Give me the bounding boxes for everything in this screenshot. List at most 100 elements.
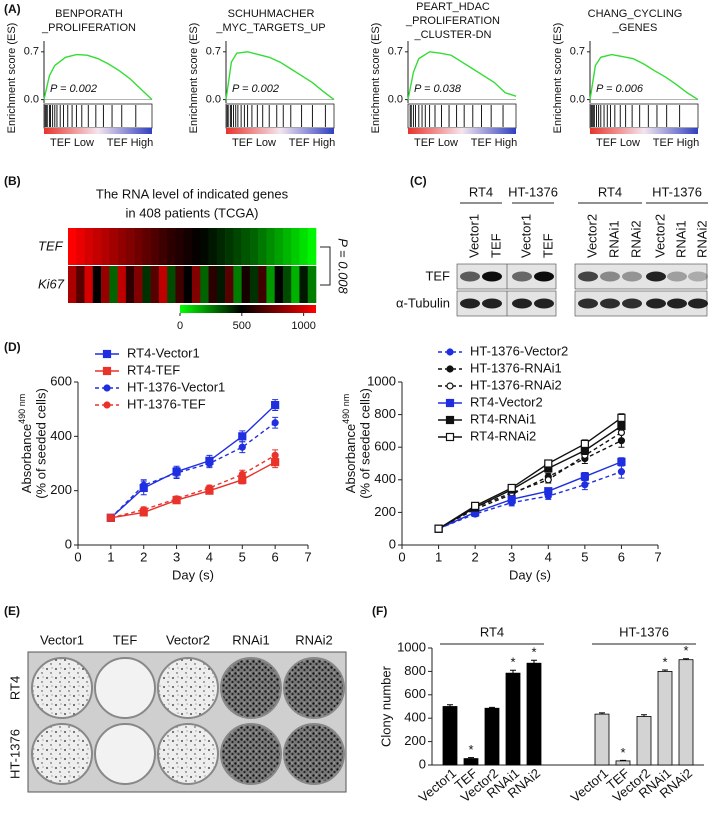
- heatmap-cell: [200, 228, 209, 265]
- column-label: Vector2: [166, 632, 210, 647]
- well: [283, 657, 345, 719]
- heatmap-cell: [274, 266, 284, 303]
- heatmap-cell: [150, 266, 160, 303]
- heatmap-cell: [307, 266, 317, 303]
- data-point: [172, 495, 181, 503]
- series-line: [438, 417, 622, 530]
- x-label-high: TEF High: [653, 137, 699, 149]
- heatmap-cell: [183, 228, 193, 265]
- x-label-low: TEF Low: [50, 137, 94, 149]
- error-bar: [641, 714, 647, 717]
- rank-bar: [590, 128, 698, 134]
- y-axis-label: Enrichment score (ES): [552, 23, 564, 134]
- heatmap-cell: [241, 266, 251, 303]
- y-tick-label: 400: [50, 428, 72, 443]
- data-point: [580, 439, 589, 449]
- well: [157, 723, 219, 785]
- y-label-main: Absorbance: [19, 424, 34, 493]
- heatmap-cell: [134, 266, 143, 303]
- data-point: [617, 457, 626, 466]
- heatmap-cell: [68, 228, 77, 265]
- well: [157, 657, 219, 719]
- heatmap-cell: [109, 266, 118, 303]
- heatmap-cell: [76, 228, 85, 265]
- heatmap-cell: [299, 228, 309, 265]
- y-tick-label: 0.0: [206, 93, 221, 105]
- y-tick-label: 1000: [397, 639, 426, 654]
- column-label: TEF: [113, 632, 138, 647]
- data-point: [140, 481, 148, 489]
- x-tick-label: 7: [654, 549, 661, 564]
- significance: *: [620, 745, 625, 760]
- p-value: P = 0.038: [414, 83, 462, 95]
- heatmap-cell: [241, 228, 251, 265]
- series-line: [438, 440, 622, 530]
- error-bar: [489, 706, 495, 709]
- heatmap-cell: [167, 266, 176, 303]
- y-axis-label: Enrichment score (ES): [370, 23, 382, 134]
- heatmap-cell: [291, 228, 300, 265]
- significance: *: [510, 655, 515, 670]
- y-tick-label: 0.7: [570, 46, 585, 58]
- panel-label: (D): [4, 340, 21, 354]
- heatmap-cell: [192, 266, 201, 303]
- bar: [442, 706, 458, 766]
- x-label-low: TEF Low: [232, 137, 276, 149]
- p-value: P = 0.002: [50, 83, 97, 95]
- heatmap-cell: [216, 266, 226, 303]
- legend-label: RT4-Vector2: [470, 394, 543, 409]
- lane-label: TEF: [540, 233, 555, 258]
- bar: [615, 760, 631, 766]
- y-tick-label: 400: [374, 471, 396, 486]
- heatmap-cell: [258, 228, 267, 265]
- band: [646, 271, 666, 282]
- hit-box: [407, 103, 517, 129]
- data-point: [140, 506, 148, 514]
- y-tick-label: 200: [50, 482, 72, 497]
- y-tick-label: 800: [404, 663, 426, 678]
- bar: [463, 758, 479, 766]
- heatmap-cell: [158, 228, 168, 265]
- rank-bar: [44, 128, 152, 134]
- heatmap-cell: [142, 228, 151, 265]
- heatmap-cell: [233, 228, 242, 265]
- y-label-sup: 490 nm: [341, 394, 351, 424]
- legend-marker: [446, 382, 454, 390]
- panel-label: (E): [4, 604, 20, 618]
- row-label: TEF: [38, 238, 64, 253]
- row-label: α-Tubulin: [396, 295, 450, 310]
- y-tick-label: 200: [374, 504, 396, 519]
- legend-marker: [446, 365, 454, 373]
- heatmap-cell: [175, 228, 185, 265]
- bar: [505, 672, 521, 766]
- lane-label: TEF: [488, 233, 503, 258]
- legend-marker: [102, 349, 112, 359]
- data-point: [434, 524, 443, 533]
- legend-marker: [445, 415, 455, 425]
- panel-label: (A): [4, 2, 21, 16]
- lane-label: RNAi2: [628, 220, 643, 258]
- legend-label: HT-1376-Vector1: [127, 379, 225, 394]
- x-tick-label: 0: [74, 549, 81, 564]
- error-bar: [468, 757, 474, 759]
- x-label-low: TEF Low: [596, 137, 640, 149]
- heatmap-cell: [274, 228, 284, 265]
- data-point: [544, 487, 553, 496]
- x-tick-label: 4: [206, 549, 213, 564]
- heatmap-cell: [68, 266, 77, 303]
- x-tick-label: 1: [435, 549, 442, 564]
- group-label: HT-1376: [619, 624, 669, 639]
- p-value: P = 0.008: [336, 238, 351, 294]
- data-point: [471, 501, 480, 510]
- lane-label: RNAi2: [694, 220, 709, 258]
- x-tick-label: 6: [272, 549, 279, 564]
- group-label: RT4: [480, 624, 504, 639]
- colorbar-label: 500: [233, 320, 251, 332]
- error-bar: [531, 659, 537, 664]
- y-tick-label: 0.0: [570, 93, 585, 105]
- y-tick-label: 0.0: [388, 93, 403, 105]
- x-label-high: TEF High: [471, 137, 517, 149]
- heatmap-cell: [109, 228, 118, 265]
- x-tick-label: 1: [107, 549, 114, 564]
- heatmap-cell: [299, 266, 309, 303]
